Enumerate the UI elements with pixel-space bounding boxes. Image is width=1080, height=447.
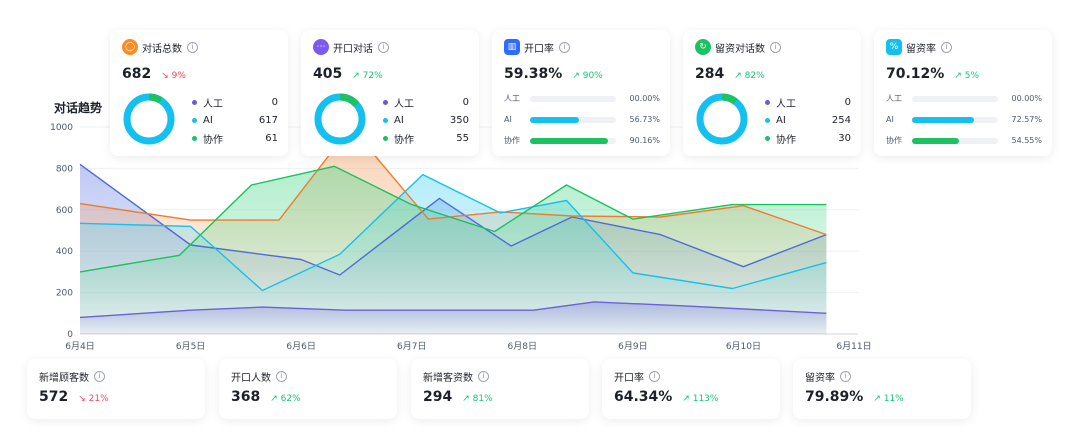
card-title: 开口对话	[333, 43, 373, 55]
card-value: 70.12%	[886, 66, 945, 82]
chart-title: 对话趋势	[54, 101, 103, 115]
legend-dot	[383, 117, 388, 123]
stat-card-open-rate-bottom[interactable]: 开口率 i 64.34% ↗ 113%	[602, 359, 780, 419]
trend-up: ↗ 90%	[572, 71, 603, 81]
stat-card-new-leads[interactable]: 新增客资数 i 294 ↗ 81%	[411, 359, 589, 419]
card-value: 572	[39, 389, 69, 405]
legend-dot	[765, 135, 770, 141]
series-line	[79, 165, 827, 273]
progress-bars: 人工 00.00% AI 56.73% 协作 90.16%	[504, 94, 660, 145]
legend-dot	[192, 135, 197, 141]
x-tick-label: 6月4日	[65, 341, 94, 352]
card-title: 开口率	[614, 373, 644, 384]
y-tick-label: 0	[67, 330, 73, 340]
trend-up: ↗ 82%	[734, 71, 765, 81]
legend: 人工 0 AI 617 协作 61	[192, 94, 278, 148]
card-value: 294	[423, 389, 453, 405]
card-title: 开口率	[524, 43, 554, 55]
trend-up: ↗ 72%	[352, 71, 383, 81]
x-tick-label: 6月7日	[397, 341, 426, 352]
stat-card-lead-rate[interactable]: % 留资率 i 70.12% ↗ 5% 人工 00.00% AI 72.57% 协作…	[874, 30, 1052, 156]
legend-dot	[192, 117, 197, 123]
series-area	[80, 301, 827, 334]
x-tick-label: 6月9日	[618, 341, 647, 352]
card-title: 留资对话数	[715, 43, 765, 55]
progress-bars: 人工 00.00% AI 72.57% 协作 54.55%	[886, 94, 1042, 145]
stat-card-open-rate[interactable]: ▥ 开口率 i 59.38% ↗ 90% 人工 00.00% AI 56.73% 协…	[492, 30, 670, 156]
x-tick-label: 6月6日	[286, 341, 315, 352]
x-tick-label: 6月5日	[176, 341, 205, 352]
message-icon: ⋯	[313, 39, 329, 55]
card-value: 368	[231, 389, 261, 405]
y-tick-label: 1000	[50, 123, 73, 133]
chat-icon: ◯	[122, 39, 138, 55]
card-title: 新增顾客数	[39, 373, 89, 384]
card-value: 682	[122, 66, 152, 82]
legend-dot	[765, 99, 770, 105]
trend-up: ↗ 113%	[682, 394, 719, 404]
series-line	[79, 126, 827, 236]
x-tick-label: 6月8日	[508, 341, 537, 352]
x-tick-label: 6月11日	[836, 341, 871, 352]
percent-icon: %	[886, 39, 902, 55]
trend-up: ↗ 5%	[954, 71, 979, 81]
card-value: 64.34%	[614, 389, 673, 405]
info-icon[interactable]: i	[378, 41, 389, 53]
card-title: 开口人数	[231, 373, 271, 384]
trend-up: ↗ 11%	[873, 394, 904, 404]
card-title: 对话总数	[142, 43, 182, 55]
series-line	[79, 163, 827, 276]
y-tick-label: 400	[56, 247, 73, 257]
card-title: 留资率	[805, 373, 835, 384]
info-icon[interactable]: i	[559, 41, 570, 53]
stat-card-lead-conversations[interactable]: ↻ 留资对话数 i 284 ↗ 82% 人工 0 AI 254 协作 30	[683, 30, 861, 156]
card-title: 新增客资数	[423, 373, 473, 384]
info-icon[interactable]: i	[649, 371, 660, 382]
series-line	[79, 301, 827, 319]
trend-up: ↗ 62%	[270, 394, 301, 404]
stat-card-total-conversations[interactable]: ◯ 对话总数 i 682 ↘ 9% 人工 0 AI 617 协作 61	[110, 30, 288, 156]
y-tick-label: 800	[56, 164, 73, 174]
card-value: 79.89%	[805, 389, 864, 405]
y-tick-label: 600	[56, 206, 73, 216]
x-axis-labels: 6月4日 6月5日 6月6日 6月7日 6月8日 6月9日 6月10日 6月11日	[65, 341, 871, 352]
trend-down: ↘ 9%	[161, 71, 186, 81]
stat-card-new-customers[interactable]: 新增顾客数 i 572 ↘ 21%	[27, 359, 205, 419]
series-area	[80, 166, 827, 334]
legend: 人工 0 AI 350 协作 55	[383, 94, 469, 148]
legend-dot	[383, 135, 388, 141]
bar-chart-icon: ▥	[504, 39, 520, 55]
legend-dot	[383, 99, 388, 105]
series-line	[79, 173, 827, 292]
chart-areas	[80, 127, 827, 334]
stat-card-lead-rate-bottom[interactable]: 留资率 i 79.89% ↗ 11%	[793, 359, 971, 419]
info-icon[interactable]: i	[94, 371, 105, 382]
stat-card-open-conversations[interactable]: ⋯ 开口对话 i 405 ↗ 72% 人工 0 AI 350 协作 55	[301, 30, 479, 156]
donut-chart	[123, 93, 175, 145]
donut-chart	[696, 93, 748, 145]
donut-chart	[314, 93, 366, 145]
card-title: 留资率	[906, 43, 936, 55]
info-icon[interactable]: i	[187, 41, 198, 53]
card-value: 59.38%	[504, 66, 563, 82]
chart-lines	[79, 126, 827, 319]
legend-dot	[192, 99, 197, 105]
info-icon[interactable]: i	[941, 41, 952, 53]
info-icon[interactable]: i	[276, 371, 287, 382]
legend-dot	[765, 117, 770, 123]
legend: 人工 0 AI 254 协作 30	[765, 94, 851, 148]
x-tick-label: 6月10日	[726, 341, 761, 352]
card-value: 405	[313, 66, 343, 82]
info-icon[interactable]: i	[840, 371, 851, 382]
trend-down: ↘ 21%	[78, 394, 109, 404]
y-tick-label: 200	[56, 289, 73, 299]
card-value: 284	[695, 66, 725, 82]
info-icon[interactable]: i	[770, 41, 781, 53]
stat-card-open-people[interactable]: 开口人数 i 368 ↗ 62%	[219, 359, 397, 419]
info-icon[interactable]: i	[478, 371, 489, 382]
trend-up: ↗ 81%	[462, 394, 493, 404]
lead-icon: ↻	[695, 39, 711, 55]
y-axis-labels: 0 200 400 600 800 1000	[50, 123, 73, 340]
